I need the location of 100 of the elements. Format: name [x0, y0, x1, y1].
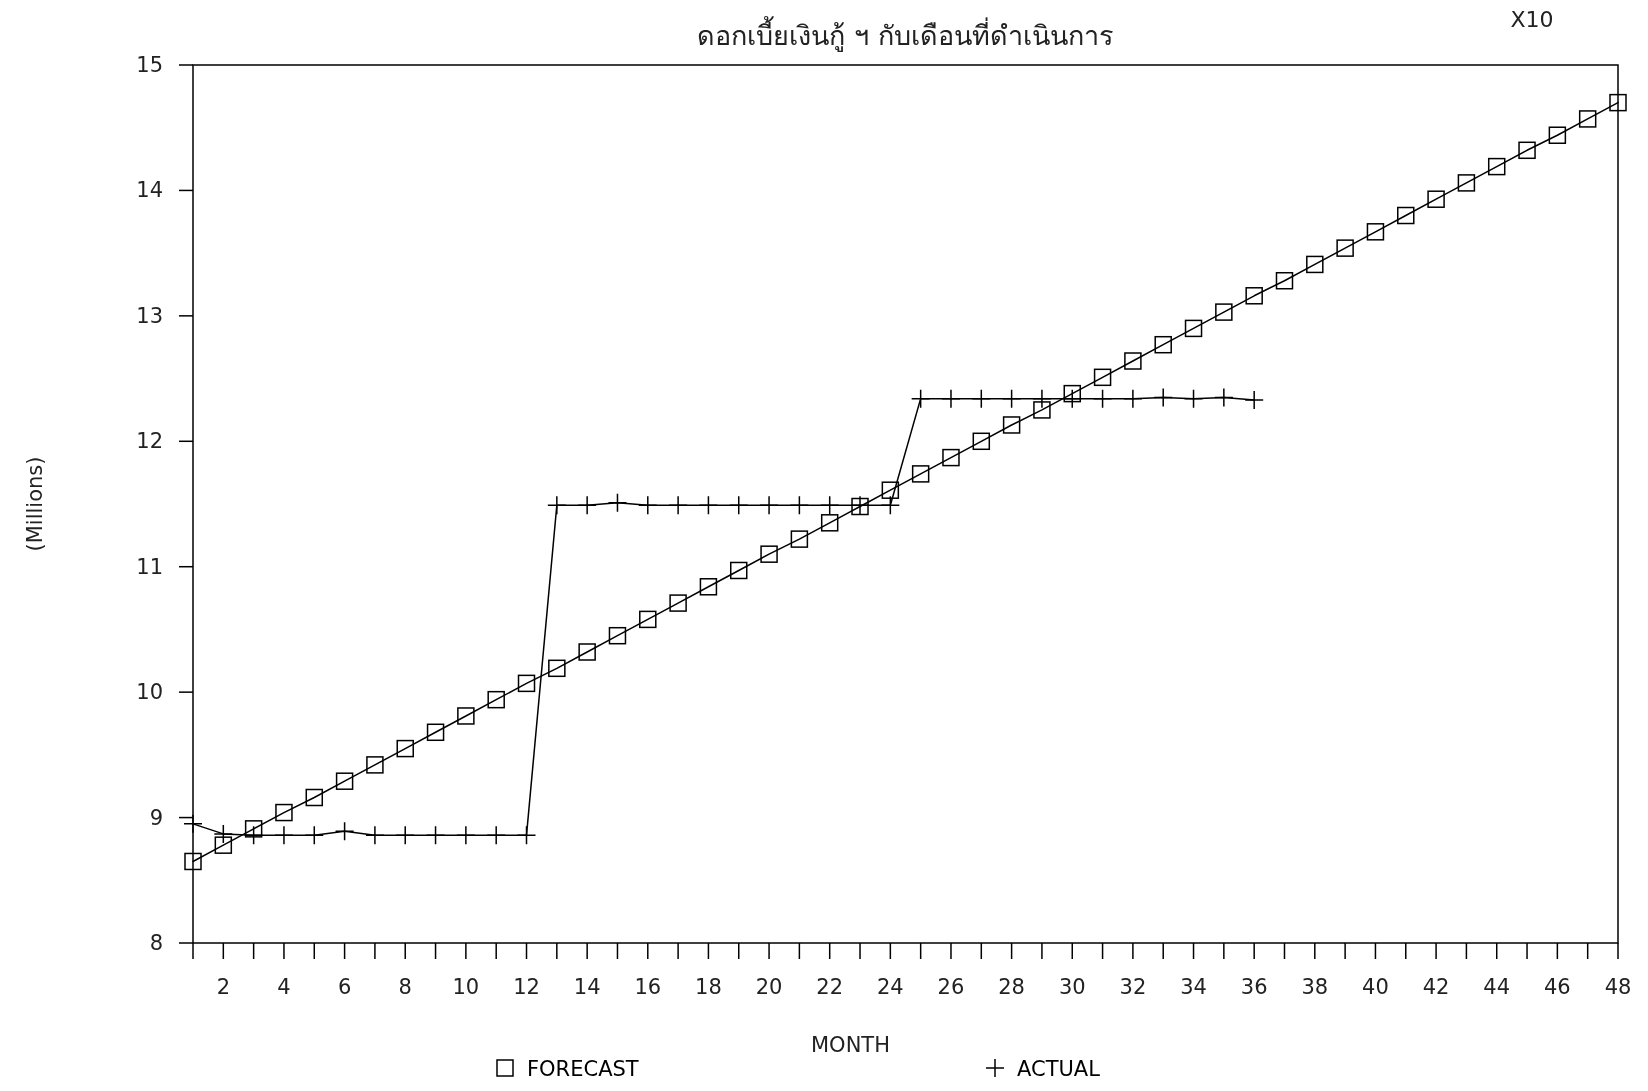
- x-tick-label: 36: [1240, 975, 1268, 999]
- point: [1001, 388, 1022, 409]
- point: [457, 707, 475, 725]
- x-tick-label: 26: [937, 975, 965, 999]
- point: [1184, 319, 1203, 338]
- point: [516, 825, 537, 845]
- x-tick-label: 8: [398, 975, 412, 999]
- point: [880, 495, 901, 515]
- point: [819, 495, 840, 515]
- point: [1306, 255, 1324, 274]
- point: [244, 820, 263, 838]
- point: [1244, 390, 1264, 410]
- y-tick-label: 9: [149, 805, 163, 830]
- point: [1366, 223, 1385, 241]
- y-tick-label: 10: [136, 680, 163, 705]
- x-tick-label: 30: [1058, 975, 1086, 999]
- point: [274, 825, 294, 845]
- point: [548, 659, 566, 678]
- x-tick-label: 12: [513, 975, 540, 999]
- point: [366, 756, 384, 774]
- y-axis-title: (Millions): [23, 456, 47, 552]
- y-tick-label: 14: [136, 178, 163, 203]
- chart-title: ดอกเบี้ยเงินกู้ ฯ กับเดือนที่ดำเนินการ: [697, 16, 1114, 52]
- point: [971, 388, 992, 409]
- x-tick-label: 38: [1301, 975, 1329, 999]
- x-tick-label: 46: [1543, 975, 1571, 999]
- x-tick-label: 2: [216, 975, 231, 999]
- point: [638, 495, 658, 515]
- x-tick-label: 10: [452, 975, 480, 999]
- x-tick-label: 22: [816, 975, 844, 999]
- x-tick-label: 6: [337, 975, 352, 999]
- point: [789, 495, 810, 515]
- point: [1183, 388, 1204, 409]
- x-tick-label: 42: [1422, 975, 1450, 999]
- point: [1002, 416, 1021, 434]
- point: [698, 495, 719, 515]
- point: [1457, 174, 1476, 192]
- y-tick-label: 8: [149, 931, 163, 955]
- point: [426, 723, 445, 742]
- point: [243, 825, 264, 845]
- point: [335, 772, 354, 790]
- point: [1336, 239, 1354, 257]
- point: [910, 388, 931, 409]
- point: [730, 561, 748, 580]
- point: [487, 690, 505, 709]
- x-tick-label: 34: [1180, 975, 1207, 999]
- point: [395, 825, 415, 845]
- point: [759, 495, 779, 515]
- point: [941, 388, 961, 409]
- point: [1062, 388, 1083, 409]
- point: [213, 824, 234, 844]
- x-tick-label: 48: [1604, 975, 1632, 999]
- point: [184, 852, 202, 871]
- point: [1609, 93, 1627, 112]
- point: [668, 495, 688, 515]
- legend-label: ACTUAL: [1017, 1057, 1101, 1081]
- x-tick-label: 32: [1119, 975, 1147, 999]
- point: [1548, 126, 1567, 144]
- y-tick-label: 11: [136, 554, 163, 579]
- y-tick-label: 13: [136, 303, 163, 328]
- point: [456, 825, 476, 845]
- point: [608, 626, 627, 645]
- y-tick-label: 12: [136, 429, 163, 454]
- point: [881, 481, 900, 499]
- point: [911, 465, 930, 483]
- point: [1124, 352, 1142, 370]
- point: [942, 448, 960, 467]
- point: [1275, 271, 1294, 290]
- x-tick-label: 14: [573, 975, 601, 999]
- point: [1153, 387, 1173, 408]
- x-tick-label: 4: [277, 975, 291, 999]
- point: [1032, 388, 1052, 409]
- point: [1154, 335, 1172, 354]
- point: [304, 825, 325, 845]
- point: [1427, 190, 1445, 208]
- point: [669, 594, 687, 612]
- text: X10: [1510, 7, 1554, 32]
- point: [214, 836, 233, 854]
- point: [1063, 384, 1082, 403]
- point: [577, 495, 597, 515]
- point: [728, 495, 749, 515]
- point: [1215, 303, 1233, 321]
- x-tick-label: 40: [1362, 975, 1389, 999]
- point: [639, 610, 657, 629]
- point: [183, 814, 203, 834]
- point: [1123, 388, 1143, 409]
- point: [760, 545, 778, 563]
- point: [1487, 157, 1506, 176]
- point: [1245, 287, 1263, 305]
- point: [790, 530, 809, 548]
- point: [275, 803, 293, 822]
- point: [1397, 206, 1415, 225]
- x-tick-label: 18: [695, 975, 722, 999]
- point: [425, 825, 446, 845]
- point: [517, 674, 536, 693]
- point: [607, 493, 628, 513]
- point: [972, 432, 991, 451]
- point: [547, 495, 567, 515]
- point: [365, 825, 385, 845]
- x-tick-label: 44: [1483, 975, 1511, 999]
